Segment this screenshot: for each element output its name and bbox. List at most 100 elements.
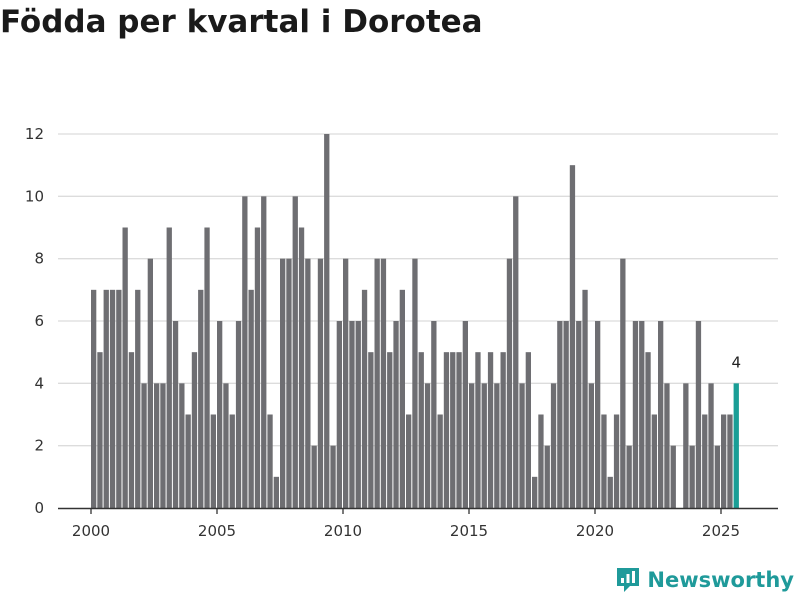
bar — [229, 414, 235, 508]
bar — [532, 476, 538, 508]
bar — [286, 258, 292, 508]
x-tick-label: 2010 — [324, 522, 362, 540]
bar — [418, 352, 424, 508]
bar — [563, 321, 569, 508]
bar — [695, 321, 702, 508]
bar — [109, 289, 116, 508]
bar — [664, 383, 670, 508]
bar — [380, 258, 387, 508]
newsworthy-logo-icon — [617, 568, 640, 592]
bar — [456, 352, 462, 508]
bar — [721, 414, 727, 508]
bar — [620, 258, 626, 508]
bar — [538, 414, 544, 508]
bar — [261, 196, 267, 508]
bar — [248, 289, 254, 508]
bar — [311, 445, 317, 508]
bar — [324, 134, 330, 508]
bar — [179, 383, 185, 508]
bar — [683, 383, 689, 508]
bar — [525, 352, 531, 508]
bar — [91, 289, 97, 508]
bar — [330, 445, 336, 508]
bar — [191, 352, 198, 508]
bar — [280, 258, 286, 508]
bar — [689, 445, 695, 508]
bar — [500, 352, 506, 508]
bar — [128, 352, 135, 508]
y-tick-label: 2 — [34, 437, 44, 455]
bar — [601, 414, 607, 508]
bar — [147, 258, 153, 508]
bar — [387, 352, 393, 508]
bar — [185, 414, 191, 508]
bar — [166, 227, 172, 508]
bar — [393, 321, 399, 508]
bar — [639, 321, 645, 508]
bar — [204, 227, 210, 508]
y-tick-label: 4 — [34, 374, 44, 392]
bar — [431, 321, 437, 508]
bar — [494, 383, 500, 508]
gridlines — [58, 133, 778, 447]
bar — [305, 258, 311, 508]
bar — [607, 476, 613, 508]
bar — [569, 165, 576, 509]
bar — [317, 258, 324, 508]
bar — [475, 352, 481, 508]
bar — [292, 196, 298, 508]
bar — [645, 352, 651, 508]
bar — [217, 321, 223, 508]
bar — [254, 227, 261, 508]
bar — [361, 289, 368, 508]
bar — [462, 321, 468, 508]
bar — [632, 321, 639, 508]
bar — [210, 414, 216, 508]
bar — [424, 383, 431, 508]
bar — [374, 258, 380, 508]
bar — [242, 196, 248, 508]
bar — [727, 414, 733, 508]
chart-title: Födda per kvartal i Dorotea — [0, 4, 483, 40]
bar — [336, 321, 342, 508]
bar — [557, 321, 563, 508]
bar — [267, 414, 273, 508]
y-tick-label: 8 — [34, 250, 44, 268]
bar — [450, 352, 456, 508]
bar — [506, 258, 513, 508]
bar — [519, 383, 525, 508]
y-tick-label: 0 — [34, 499, 44, 517]
bar — [160, 383, 166, 508]
bar — [626, 445, 632, 508]
bar — [399, 289, 405, 508]
bars — [91, 134, 739, 509]
bar — [154, 383, 160, 508]
bar — [487, 352, 494, 508]
x-tick-label: 2000 — [72, 522, 110, 540]
bar — [343, 258, 349, 508]
bar — [658, 321, 664, 508]
bar — [613, 414, 620, 508]
bar — [582, 289, 588, 508]
bar — [481, 383, 487, 508]
x-axis — [58, 507, 778, 514]
x-tick-label: 2005 — [198, 522, 236, 540]
bar — [437, 414, 443, 508]
bar — [198, 289, 204, 508]
bar — [298, 227, 305, 508]
bar — [349, 321, 355, 508]
bar — [368, 352, 374, 508]
y-tick-label: 12 — [25, 125, 44, 143]
bar — [702, 414, 708, 508]
y-axis-labels: 0 2 4 6 8 10 12 — [25, 125, 44, 517]
bar — [223, 383, 229, 508]
bar — [714, 445, 720, 508]
bar — [135, 289, 141, 508]
x-axis-labels: 2000 2005 2010 2015 2020 2025 — [72, 522, 740, 540]
bar — [122, 227, 128, 508]
bar — [588, 383, 594, 508]
bar — [273, 476, 279, 508]
y-tick-label: 10 — [25, 187, 44, 205]
bar-highlight — [733, 383, 739, 508]
